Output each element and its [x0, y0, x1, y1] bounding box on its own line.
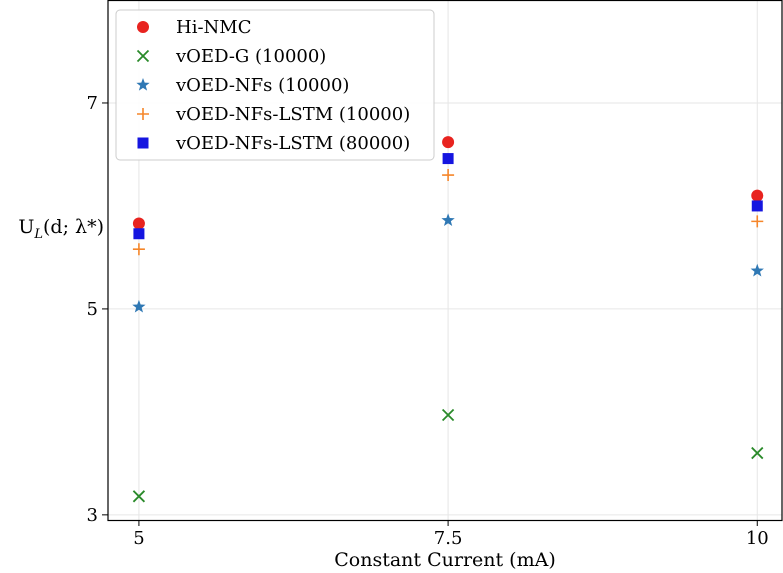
legend-entry-label: vOED-NFs (10000) [175, 75, 349, 96]
data-point-x [132, 490, 146, 503]
x-axis-label: Constant Current (mA) [334, 549, 556, 571]
series-star [132, 213, 764, 313]
legend-marker-circle [137, 21, 149, 33]
y-tick-label: 7 [87, 93, 98, 114]
data-point-plus [751, 215, 764, 228]
series-circle [132, 136, 764, 230]
data-point-star [132, 299, 146, 313]
data-point-circle [442, 136, 455, 149]
legend-box [115, 9, 435, 161]
data-point-square [133, 228, 145, 240]
legend: Hi-NMC vOED-G (10000) vOED-NFs (10000) vOED… [115, 9, 435, 161]
data-point-circle [132, 217, 145, 230]
data-point-star [441, 213, 455, 227]
legend-marker-star [136, 78, 150, 91]
legend-marker-plus [137, 108, 149, 120]
series-x [132, 408, 764, 503]
data-point-square [442, 153, 454, 165]
x-tick-label: 5 [133, 528, 144, 549]
legend-entry-label: Hi-NMC [176, 17, 252, 38]
legend-marker-x [136, 49, 150, 63]
x-tick-label: 10 [746, 528, 769, 549]
y-axis-label: UL(d; λ*) [18, 216, 104, 242]
plot-area [132, 136, 764, 503]
data-point-star [750, 263, 764, 277]
legend-entry-label: vOED-NFs-LSTM (80000) [175, 133, 410, 154]
data-point-plus [442, 169, 455, 182]
axis-ticks: 5 7.5 10 3 5 7 [87, 93, 769, 549]
series-square [133, 153, 763, 240]
legend-marker-square [137, 137, 149, 149]
data-point-x [751, 446, 764, 460]
series-plus [132, 169, 764, 256]
y-tick-label: 5 [87, 299, 98, 320]
data-point-square [751, 200, 763, 212]
data-point-plus [132, 243, 145, 256]
data-point-circle [751, 189, 764, 202]
legend-entry-label: vOED-G (10000) [175, 46, 326, 67]
plot-frame [107, 0, 783, 522]
legend-entry-label: vOED-NFs-LSTM (10000) [175, 104, 410, 125]
data-point-x [441, 408, 455, 422]
x-tick-label: 7.5 [434, 528, 463, 549]
y-tick-label: 3 [87, 505, 98, 526]
